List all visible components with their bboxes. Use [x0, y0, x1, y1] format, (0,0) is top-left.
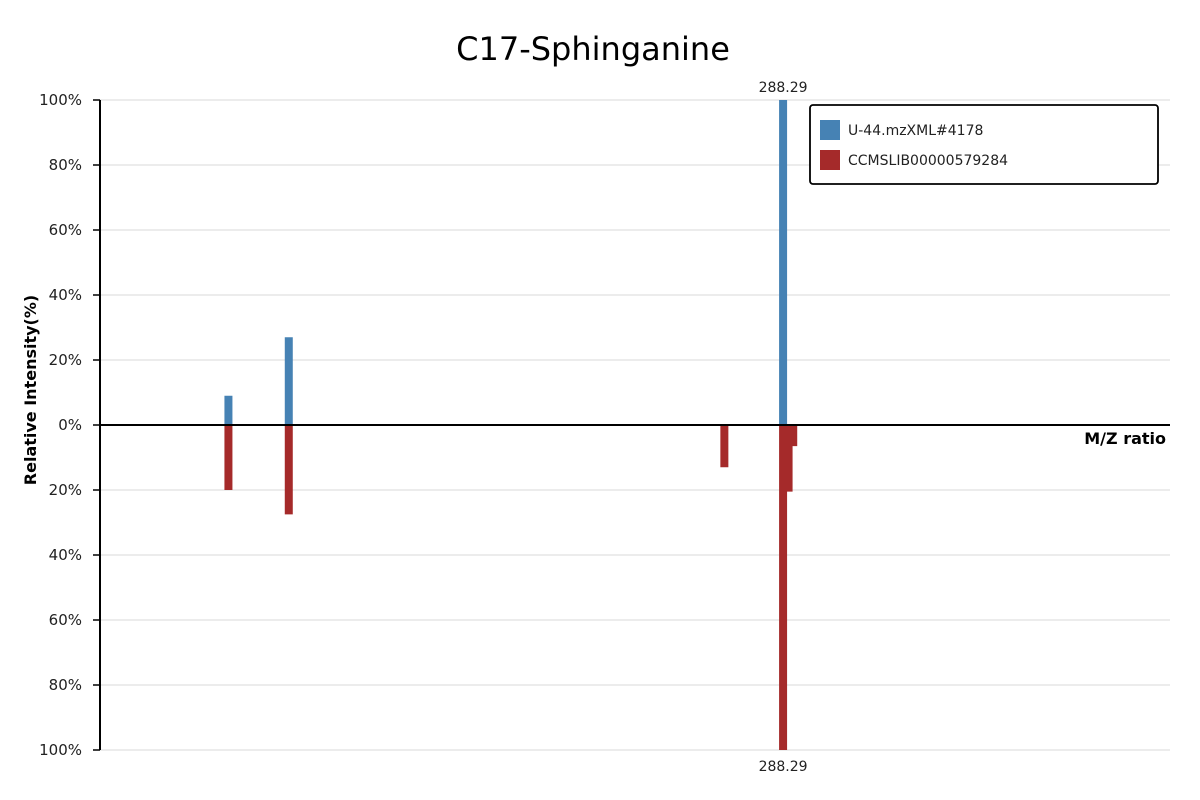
peak-bar: [784, 425, 793, 492]
y-tick-label: 60%: [49, 221, 82, 239]
legend: U-44.mzXML#4178 CCMSLIB00000579284: [809, 104, 1159, 185]
y-tick-label: 60%: [49, 611, 82, 629]
peak-bar: [779, 425, 788, 750]
peak-bar: [789, 425, 798, 447]
axes: [99, 100, 1170, 750]
peak-bar: [779, 100, 788, 425]
legend-swatch: [820, 120, 840, 140]
y-axis-ticks: 100% 80% 60% 40% 20% 0% 20% 40% 60% 80% 100%: [39, 91, 100, 759]
y-axis-title: Relative Intensity(%): [21, 295, 40, 485]
peak-bar: [224, 425, 233, 490]
peak-bar: [720, 425, 729, 468]
x-axis-title: M/Z ratio: [1084, 429, 1166, 448]
y-tick-label: 40%: [49, 286, 82, 304]
y-tick-label: 20%: [49, 351, 82, 369]
peak-bar: [224, 395, 233, 425]
chart-title: C17-Sphinganine: [456, 30, 730, 68]
legend-label: CCMSLIB00000579284: [848, 153, 1008, 169]
y-tick-label: 20%: [49, 481, 82, 499]
y-tick-label: 100%: [39, 91, 82, 109]
peak-label: 288.29: [759, 759, 808, 775]
y-tick-label: 0%: [58, 416, 82, 434]
peaks: [224, 100, 798, 750]
legend-box: [809, 104, 1159, 185]
peak-label: 288.29: [759, 80, 808, 96]
y-tick-label: 100%: [39, 741, 82, 759]
peak-bar: [284, 337, 293, 425]
legend-swatch: [820, 150, 840, 170]
peak-bar: [284, 425, 293, 515]
y-tick-label: 40%: [49, 546, 82, 564]
y-tick-label: 80%: [49, 156, 82, 174]
y-tick-label: 80%: [49, 676, 82, 694]
legend-label: U-44.mzXML#4178: [848, 123, 983, 139]
peak-labels: 288.29 288.29: [759, 80, 808, 775]
grid-lines: [100, 99, 1170, 751]
